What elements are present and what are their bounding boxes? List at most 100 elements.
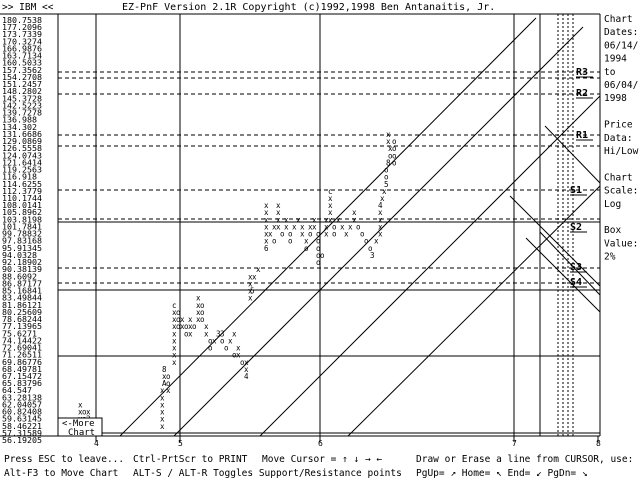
pnf-x-mark: x [196, 308, 201, 317]
price-scale-label: 166.9876 [2, 43, 42, 53]
pnf-x-mark: x [328, 194, 333, 203]
pnf-x-mark: x [378, 222, 383, 231]
pnf-o-mark: o [308, 230, 313, 239]
price-scale-label: 99.78832 [2, 229, 42, 239]
side-panel-line: Hi/Low [604, 146, 639, 157]
pnf-x-mark: x [380, 194, 385, 203]
pnf-month-mark: c [328, 187, 333, 196]
trend-line[interactable] [347, 185, 601, 437]
pnf-x-mark: x [180, 315, 185, 324]
pnf-x-mark: x [172, 351, 177, 360]
pnf-x-mark: x [236, 344, 241, 353]
more-chart-button[interactable]: <-More Chart [57, 417, 103, 438]
pnf-x-mark: x [256, 265, 261, 274]
pnf-x-mark: x [196, 301, 201, 310]
pnf-x-mark: x [188, 322, 193, 331]
price-scale-label: 173.7339 [2, 29, 42, 39]
price-scale-label: 119.2563 [2, 165, 42, 175]
side-panel-line: Chart [604, 14, 633, 25]
price-scale-label: 57.31589 [2, 428, 42, 438]
pnf-x-mark: x [248, 272, 253, 281]
trend-line[interactable] [259, 95, 601, 437]
trend-line[interactable] [173, 26, 584, 437]
pnf-o-mark: o [316, 258, 321, 267]
pnf-o-mark: o [208, 336, 213, 345]
pnf-o-mark: o [388, 151, 393, 160]
pnf-o-mark: o [200, 301, 205, 310]
pnf-x-mark: x [352, 208, 357, 217]
price-scale-label: 151.2457 [2, 79, 42, 89]
pnf-x-mark: x [236, 351, 241, 360]
pnf-o-mark: o [332, 222, 337, 231]
level-label-s4: S4 [570, 277, 582, 288]
pnf-o-mark: o [176, 308, 181, 317]
pnf-x-mark: x [386, 130, 391, 139]
trend-line[interactable] [539, 231, 601, 296]
trend-line[interactable] [525, 237, 601, 313]
pnf-x-mark: x [388, 144, 393, 153]
pnf-x-mark: x [328, 201, 333, 210]
pnf-o-mark: o [184, 329, 189, 338]
pnf-x-mark: x [304, 237, 309, 246]
pnf-x-mark: x [378, 230, 383, 239]
pnf-x-mark: x [248, 279, 253, 288]
pnf-x-mark: x [324, 222, 329, 231]
trend-line[interactable] [509, 195, 601, 287]
side-panel-line: 1994 [604, 54, 627, 65]
pnf-x-mark: x [248, 287, 253, 296]
price-scale-label: 65.83796 [2, 378, 42, 388]
price-scale-label: 160.5033 [2, 58, 42, 68]
pnf-x-mark: x [324, 215, 329, 224]
price-scale-label: 170.3274 [2, 36, 42, 46]
pnf-x-mark: x [196, 315, 201, 324]
pnf-x-mark: x [300, 222, 305, 231]
pnf-x-mark: x [160, 400, 165, 409]
pnf-x-mark: x [312, 215, 317, 224]
pnf-x-mark: x [296, 215, 301, 224]
price-scale-label: 154.2708 [2, 72, 42, 82]
price-scale-label: 124.0743 [2, 150, 42, 160]
pnf-month-mark: 4 [244, 372, 249, 381]
pnf-x-mark: x [188, 315, 193, 324]
pnf-x-mark: x [268, 230, 273, 239]
pnf-o-mark: o [392, 151, 397, 160]
trend-line[interactable] [544, 125, 601, 184]
price-scale-label: 58.46221 [2, 421, 42, 431]
pnf-month-mark: 5 [250, 287, 255, 296]
side-panel-line: Box [604, 225, 621, 236]
level-label-s2: S2 [570, 222, 582, 233]
pnf-o-mark: o [316, 244, 321, 253]
pnf-x-mark: x [328, 208, 333, 217]
side-panel-line: Log [604, 199, 621, 210]
price-scale-label: 126.5558 [2, 143, 42, 153]
pnf-o-mark: o [332, 230, 337, 239]
pnf-x-mark: x [244, 365, 249, 374]
pnf-o-mark: o [184, 322, 189, 331]
price-scale-label: 108.0141 [2, 200, 42, 210]
footer-toggle-hint: ALT-S / ALT-R Toggles Support/Resistance… [133, 468, 402, 479]
pnf-x-mark: x [308, 222, 313, 231]
chart-grid [58, 14, 600, 436]
pnf-x-mark: x [276, 222, 281, 231]
footer-print-hint: Ctrl-PrtScr to PRINT [133, 454, 248, 465]
pnf-o-mark: o [220, 336, 225, 345]
footer-cursor-hint: Move Cursor = ↑ ↓ → ← [262, 454, 382, 465]
pnf-x-mark: x [264, 208, 269, 217]
pnf-x-mark: x [160, 386, 165, 395]
pnf-x-mark: x [212, 336, 217, 345]
price-scale-label: 62.04057 [2, 399, 42, 409]
pnf-o-mark: o [240, 358, 245, 367]
price-scale-label: 97.83168 [2, 236, 42, 246]
trend-lines[interactable] [119, 17, 601, 437]
side-panel: Chart Dates: 06/14/1994 to 06/04/1998 Price Da… [604, 14, 639, 263]
trend-line[interactable] [119, 17, 537, 437]
pnf-o-mark: o [288, 237, 293, 246]
axis-year-marker: 6 [318, 439, 323, 448]
pnf-o-mark: o [360, 230, 365, 239]
pnf-x-mark: x [162, 372, 167, 381]
pnf-x-mark: x [172, 315, 177, 324]
price-scale-label: 69.86776 [2, 357, 42, 367]
price-scale-label: 142.5223 [2, 100, 42, 110]
pnf-o-mark: o [200, 308, 205, 317]
pnf-o-mark: o [288, 230, 293, 239]
